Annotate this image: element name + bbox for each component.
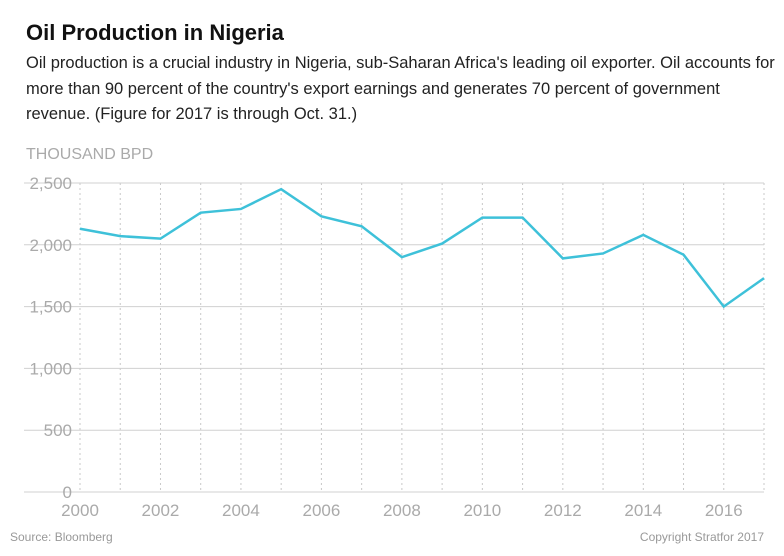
- x-tick-label: 2002: [142, 501, 180, 520]
- x-tick-label: 2010: [463, 501, 501, 520]
- production-line: [79, 187, 765, 309]
- y-tick-label: 2,500: [29, 174, 72, 193]
- y-tick-label: 1,500: [29, 298, 72, 317]
- x-tick-label: 2000: [61, 501, 99, 520]
- x-tick-label: 2008: [383, 501, 421, 520]
- y-tick-label: 1,000: [29, 359, 72, 378]
- x-tick-label: 2014: [624, 501, 662, 520]
- y-tick-label: 2,000: [29, 236, 72, 255]
- copyright-note: Copyright Stratfor 2017: [639, 530, 764, 544]
- source-note: Source: Bloomberg: [10, 530, 113, 544]
- x-tick-label: 2006: [302, 501, 340, 520]
- chart-subtitle: Oil production is a crucial industry in …: [26, 54, 775, 123]
- x-tick-label: 2004: [222, 501, 260, 520]
- y-tick-label: 0: [63, 483, 72, 502]
- y-tick-label: 500: [44, 421, 72, 440]
- x-tick-label: 2012: [544, 501, 582, 520]
- chart-title: Oil Production in Nigeria: [26, 20, 284, 45]
- y-axis-label: THOUSAND BPD: [26, 146, 154, 163]
- x-tick-label: 2016: [705, 501, 743, 520]
- line-chart: 0 500 1,000 1,500 2,000 2,500 2000 2002 2004 2006…: [24, 174, 765, 520]
